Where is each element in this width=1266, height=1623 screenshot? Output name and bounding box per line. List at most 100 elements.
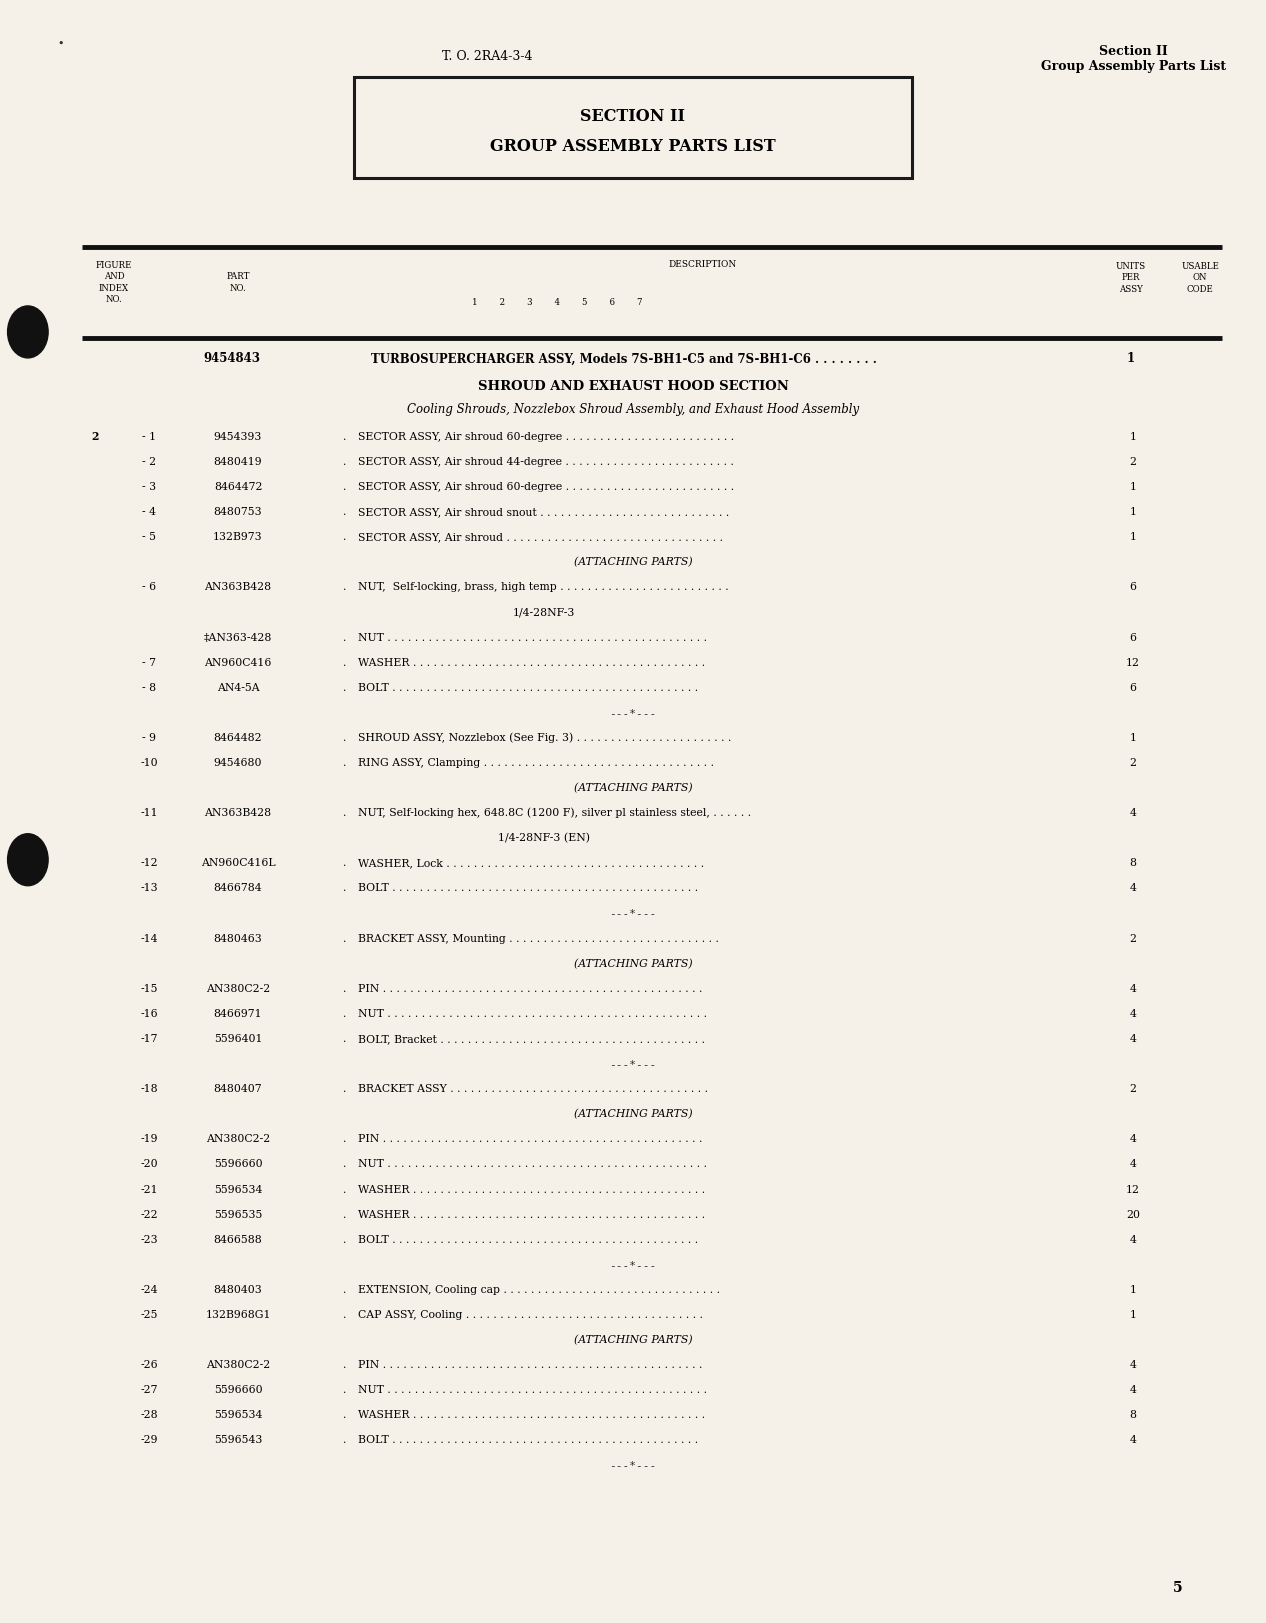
Text: 8464482: 8464482: [214, 732, 262, 742]
Text: -11: -11: [141, 808, 158, 818]
Text: 2: 2: [1129, 758, 1137, 768]
Text: .: .: [343, 657, 346, 667]
Text: EXTENSION, Cooling cap . . . . . . . . . . . . . . . . . . . . . . . . . . . . .: EXTENSION, Cooling cap . . . . . . . . .…: [358, 1284, 720, 1294]
Text: 8480419: 8480419: [214, 456, 262, 467]
Text: Section II: Section II: [1099, 45, 1167, 58]
Circle shape: [8, 834, 48, 886]
Text: 1/4-28NF-3: 1/4-28NF-3: [513, 607, 576, 617]
Text: BOLT, Bracket . . . . . . . . . . . . . . . . . . . . . . . . . . . . . . . . . : BOLT, Bracket . . . . . . . . . . . . . …: [358, 1034, 705, 1044]
Text: 4: 4: [1129, 1233, 1137, 1243]
Text: 132B973: 132B973: [213, 532, 263, 542]
Text: 4: 4: [1129, 1008, 1137, 1018]
Text: .: .: [343, 1409, 346, 1420]
Text: 12: 12: [1125, 1183, 1141, 1195]
Text: PIN . . . . . . . . . . . . . . . . . . . . . . . . . . . . . . . . . . . . . . : PIN . . . . . . . . . . . . . . . . . . …: [358, 1360, 703, 1370]
Text: AN4-5A: AN4-5A: [216, 682, 260, 693]
Text: -16: -16: [141, 1008, 158, 1018]
Text: PIN . . . . . . . . . . . . . . . . . . . . . . . . . . . . . . . . . . . . . . : PIN . . . . . . . . . . . . . . . . . . …: [358, 1134, 703, 1144]
Text: .: .: [343, 808, 346, 818]
Text: 1: 1: [1129, 506, 1137, 516]
Text: -12: -12: [141, 859, 158, 868]
Text: BOLT . . . . . . . . . . . . . . . . . . . . . . . . . . . . . . . . . . . . . .: BOLT . . . . . . . . . . . . . . . . . .…: [358, 883, 699, 893]
Text: GROUP ASSEMBLY PARTS LIST: GROUP ASSEMBLY PARTS LIST: [490, 138, 776, 154]
Text: 1: 1: [1127, 352, 1134, 365]
Text: .: .: [343, 682, 346, 693]
Text: (ATTACHING PARTS): (ATTACHING PARTS): [573, 958, 693, 969]
Text: -10: -10: [141, 758, 158, 768]
Text: RING ASSY, Clamping . . . . . . . . . . . . . . . . . . . . . . . . . . . . . . : RING ASSY, Clamping . . . . . . . . . . …: [358, 758, 714, 768]
Text: 8466588: 8466588: [214, 1233, 262, 1243]
Text: - 5: - 5: [142, 532, 157, 542]
Text: 2: 2: [1129, 933, 1137, 943]
Text: 4: 4: [1129, 808, 1137, 818]
Text: -21: -21: [141, 1183, 158, 1195]
Text: 5596660: 5596660: [214, 1384, 262, 1394]
Text: .: .: [343, 984, 346, 993]
Text: - 7: - 7: [142, 657, 157, 667]
Text: 5596543: 5596543: [214, 1435, 262, 1444]
Text: .: .: [343, 583, 346, 592]
Text: BOLT . . . . . . . . . . . . . . . . . . . . . . . . . . . . . . . . . . . . . .: BOLT . . . . . . . . . . . . . . . . . .…: [358, 1233, 699, 1243]
Text: SECTOR ASSY, Air shroud 44-degree . . . . . . . . . . . . . . . . . . . . . . . : SECTOR ASSY, Air shroud 44-degree . . . …: [358, 456, 734, 467]
Text: - 6: - 6: [142, 583, 157, 592]
Text: NUT . . . . . . . . . . . . . . . . . . . . . . . . . . . . . . . . . . . . . . : NUT . . . . . . . . . . . . . . . . . . …: [358, 1384, 708, 1394]
Text: .: .: [343, 732, 346, 742]
Text: AN363B428: AN363B428: [204, 583, 272, 592]
Text: ---*---: ---*---: [609, 1459, 657, 1470]
Text: - 4: - 4: [142, 506, 157, 516]
Text: 8480463: 8480463: [214, 933, 262, 943]
Text: USABLE
ON
CODE: USABLE ON CODE: [1181, 261, 1219, 294]
Text: PIN . . . . . . . . . . . . . . . . . . . . . . . . . . . . . . . . . . . . . . : PIN . . . . . . . . . . . . . . . . . . …: [358, 984, 703, 993]
Text: 8480403: 8480403: [214, 1284, 262, 1294]
Text: AN380C2-2: AN380C2-2: [206, 1134, 270, 1144]
Text: -14: -14: [141, 933, 158, 943]
Text: -15: -15: [141, 984, 158, 993]
Text: WASHER . . . . . . . . . . . . . . . . . . . . . . . . . . . . . . . . . . . . .: WASHER . . . . . . . . . . . . . . . . .…: [358, 657, 705, 667]
Text: -22: -22: [141, 1209, 158, 1219]
Text: .: .: [343, 1360, 346, 1370]
Text: 2: 2: [91, 432, 99, 441]
Text: 4: 4: [1129, 1034, 1137, 1044]
Text: 5596660: 5596660: [214, 1159, 262, 1169]
Text: .: .: [343, 1233, 346, 1243]
Text: -28: -28: [141, 1409, 158, 1420]
Text: SECTOR ASSY, Air shroud snout . . . . . . . . . . . . . . . . . . . . . . . . . : SECTOR ASSY, Air shroud snout . . . . . …: [358, 506, 729, 516]
Text: PART
NO.: PART NO.: [227, 273, 249, 292]
Text: BRACKET ASSY . . . . . . . . . . . . . . . . . . . . . . . . . . . . . . . . . .: BRACKET ASSY . . . . . . . . . . . . . .…: [358, 1084, 708, 1094]
Text: .: .: [343, 1084, 346, 1094]
Text: .: .: [343, 633, 346, 643]
Text: 20: 20: [1125, 1209, 1141, 1219]
Text: 4: 4: [1129, 984, 1137, 993]
Text: 1/4-28NF-3 (EN): 1/4-28NF-3 (EN): [499, 833, 590, 842]
Text: DESCRIPTION: DESCRIPTION: [668, 260, 737, 269]
Text: AN960C416: AN960C416: [204, 657, 272, 667]
Text: 6: 6: [1129, 633, 1137, 643]
Text: 132B968G1: 132B968G1: [205, 1310, 271, 1319]
Text: 8466784: 8466784: [214, 883, 262, 893]
Text: 2: 2: [1129, 1084, 1137, 1094]
Text: 4: 4: [1129, 1159, 1137, 1169]
Text: BOLT . . . . . . . . . . . . . . . . . . . . . . . . . . . . . . . . . . . . . .: BOLT . . . . . . . . . . . . . . . . . .…: [358, 682, 699, 693]
Text: .: .: [343, 506, 346, 516]
Text: ---*---: ---*---: [609, 907, 657, 919]
Text: TURBOSUPERCHARGER ASSY, Models 7S-BH1-C5 and 7S-BH1-C6 . . . . . . . .: TURBOSUPERCHARGER ASSY, Models 7S-BH1-C5…: [371, 352, 877, 365]
Text: AN363B428: AN363B428: [204, 808, 272, 818]
Text: 1: 1: [1129, 532, 1137, 542]
Text: T. O. 2RA4-3-4: T. O. 2RA4-3-4: [442, 50, 533, 63]
Text: WASHER . . . . . . . . . . . . . . . . . . . . . . . . . . . . . . . . . . . . .: WASHER . . . . . . . . . . . . . . . . .…: [358, 1183, 705, 1195]
Text: NUT . . . . . . . . . . . . . . . . . . . . . . . . . . . . . . . . . . . . . . : NUT . . . . . . . . . . . . . . . . . . …: [358, 1008, 708, 1018]
Text: 1: 1: [1129, 432, 1137, 441]
Text: (ATTACHING PARTS): (ATTACHING PARTS): [573, 782, 693, 792]
Text: SECTOR ASSY, Air shroud 60-degree . . . . . . . . . . . . . . . . . . . . . . . : SECTOR ASSY, Air shroud 60-degree . . . …: [358, 482, 734, 492]
Text: .: .: [343, 1183, 346, 1195]
Text: - 2: - 2: [142, 456, 157, 467]
Text: NUT, Self-locking hex, 648.8C (1200 F), silver pl stainless steel, . . . . . .: NUT, Self-locking hex, 648.8C (1200 F), …: [358, 807, 752, 818]
Text: .: .: [343, 1209, 346, 1219]
Text: .: .: [343, 1034, 346, 1044]
Text: 5596401: 5596401: [214, 1034, 262, 1044]
Text: .: .: [343, 1008, 346, 1018]
Text: NUT . . . . . . . . . . . . . . . . . . . . . . . . . . . . . . . . . . . . . . : NUT . . . . . . . . . . . . . . . . . . …: [358, 1159, 708, 1169]
Text: 1: 1: [1129, 1310, 1137, 1319]
Text: Cooling Shrouds, Nozzlebox Shroud Assembly, and Exhaust Hood Assembly: Cooling Shrouds, Nozzlebox Shroud Assemb…: [406, 403, 860, 415]
Text: .: .: [343, 859, 346, 868]
